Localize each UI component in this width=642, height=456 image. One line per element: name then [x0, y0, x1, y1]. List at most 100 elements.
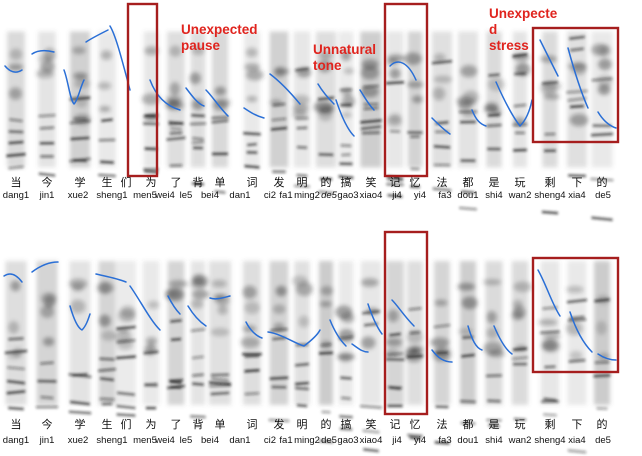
harmonic-band — [512, 123, 528, 127]
harmonic-band — [295, 67, 309, 72]
spectrogram-blob — [143, 346, 158, 353]
spectrogram-blob — [343, 67, 355, 75]
spectrogram-blob — [191, 99, 205, 111]
harmonic-band — [433, 145, 451, 149]
harmonic-band — [8, 406, 24, 411]
spectrogram-blob — [73, 72, 88, 80]
pinyin-label: gao3 — [337, 190, 358, 201]
harmonic-band — [569, 35, 585, 40]
harmonic-band — [487, 147, 501, 151]
pinyin-label: ji4 — [391, 435, 402, 446]
harmonic-band — [408, 306, 422, 311]
harmonic-band — [192, 136, 204, 141]
pinyin-label: de5 — [595, 435, 611, 446]
harmonic-band — [459, 206, 477, 211]
harmonic-band — [596, 407, 608, 410]
spectrogram-blob — [387, 54, 405, 62]
spectrogram-blob — [387, 309, 399, 323]
harmonic-band — [542, 80, 558, 85]
hanzi-label: 为 — [146, 176, 157, 189]
harmonic-band — [435, 351, 449, 355]
spectrogram-blob — [240, 336, 261, 348]
spectrogram-blob — [341, 111, 352, 119]
harmonic-band — [170, 385, 182, 389]
spectrogram-blob — [40, 305, 55, 319]
hanzi-label: 词 — [247, 176, 258, 189]
harmonic-band — [385, 358, 405, 361]
spectrogram-blob — [483, 278, 502, 286]
spectrogram-blob — [43, 294, 56, 308]
pitch-contour — [129, 285, 161, 331]
harmonic-band — [339, 335, 353, 340]
harmonic-band — [116, 355, 136, 360]
harmonic-band — [4, 349, 28, 355]
harmonic-band — [407, 354, 423, 359]
pitch-contour — [187, 305, 207, 327]
spectrogram-blob — [511, 310, 524, 321]
pitch-contour — [69, 305, 91, 331]
hanzi-label: 为 — [146, 418, 157, 431]
spectrogram-blob — [456, 96, 476, 107]
spectrogram-smear — [386, 31, 404, 168]
pinyin-label: shi4 — [485, 435, 502, 446]
annotation-line: stress — [489, 38, 529, 53]
harmonic-band — [319, 177, 333, 181]
spectrogram-blob — [543, 93, 560, 100]
harmonic-band — [190, 327, 206, 333]
hanzi-label: 明 — [297, 418, 308, 431]
spectrogram-smear — [36, 261, 58, 405]
harmonic-band — [192, 182, 204, 186]
hanzi-label: 背 — [193, 175, 204, 189]
harmonic-band — [116, 325, 136, 331]
spectrogram-blob — [389, 68, 401, 79]
pinyin-label: yi4 — [414, 190, 426, 201]
harmonic-band — [211, 115, 229, 120]
spectrogram-blob — [10, 280, 21, 292]
harmonic-band — [543, 149, 557, 153]
spectrogram-blob — [38, 55, 53, 63]
harmonic-band — [321, 410, 331, 414]
harmonic-band — [318, 439, 334, 444]
bottom-spectrogram — [4, 261, 611, 454]
harmonic-band — [6, 390, 26, 395]
spectrogram-blob — [98, 314, 111, 327]
harmonic-band — [269, 376, 289, 381]
pitch-contour — [335, 99, 355, 137]
harmonic-band — [211, 119, 229, 124]
harmonic-band — [594, 298, 610, 303]
hanzi-label: 们 — [121, 417, 132, 431]
pitch-contour — [31, 261, 59, 273]
spectrogram-blob — [513, 281, 533, 293]
pitch-contour — [4, 65, 23, 73]
spectrogram-blob — [242, 285, 257, 299]
spectrogram-blob — [100, 50, 112, 61]
harmonic-band — [40, 395, 54, 400]
spectrogram-blob — [339, 352, 352, 363]
hanzi-label: 玩 — [515, 176, 526, 189]
pinyin-label: wan2 — [508, 190, 532, 201]
harmonic-band — [387, 193, 403, 199]
pinyin-label: dan1 — [229, 190, 250, 201]
harmonic-band — [168, 120, 184, 125]
pitch-contour — [85, 29, 109, 43]
harmonic-band — [569, 315, 585, 320]
harmonic-band — [360, 119, 382, 124]
spectrogram-smear — [360, 261, 382, 405]
pinyin-label: dang1 — [3, 190, 29, 201]
harmonic-band — [100, 160, 114, 164]
spectrogram-blob — [361, 278, 379, 287]
harmonic-band — [242, 352, 262, 356]
harmonic-band — [458, 110, 478, 114]
pitch-contour — [471, 109, 487, 127]
harmonic-band — [295, 381, 309, 386]
harmonic-band — [435, 405, 449, 409]
harmonic-band — [145, 114, 157, 118]
hanzi-label: 剩 — [545, 418, 556, 431]
hanzi-label: 记 — [390, 418, 401, 431]
harmonic-band — [270, 327, 288, 332]
spectrogram-blob — [335, 305, 353, 319]
harmonic-band — [486, 418, 502, 422]
harmonic-band — [294, 184, 310, 188]
harmonic-band — [189, 122, 207, 126]
